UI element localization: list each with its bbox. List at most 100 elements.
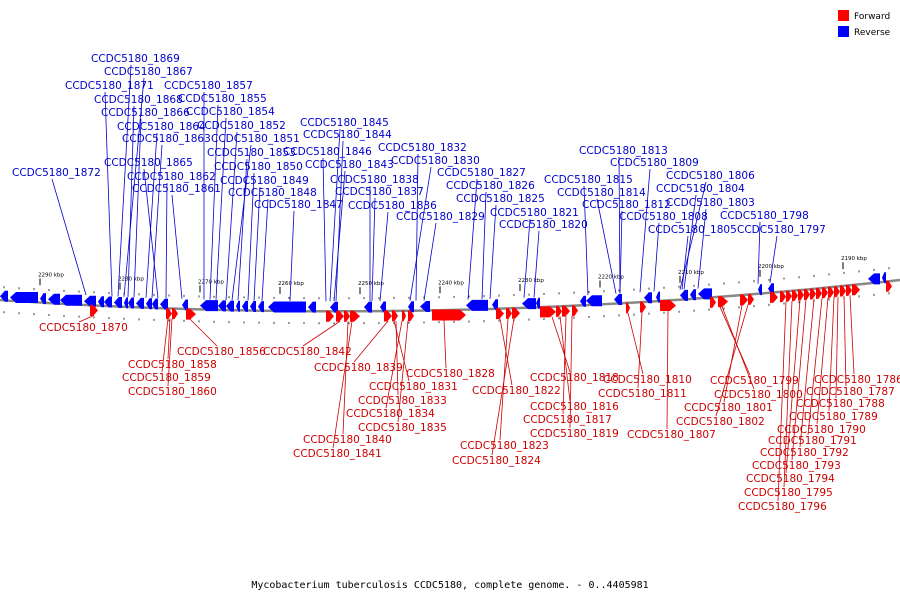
forward-gene-label-leader [828,296,835,412]
forward-gene-label-leader [569,315,573,429]
reverse-gene-label-leader [171,194,183,299]
gene-arrow [840,285,846,297]
reverse-gene-label-leader [51,178,87,296]
gene-arrow [124,297,128,309]
reverse-gene-label: CCDC5180_1866 [101,107,190,119]
forward-gene-label: CCDC5180_1824 [452,455,541,467]
forward-gene-label-leader [843,295,847,387]
forward-gene-label-leader [551,316,571,373]
forward-gene-label: CCDC5180_1828 [406,368,495,380]
gene-arrow [166,307,172,319]
reverse-gene-label-leader [639,168,651,293]
scale-tick-label: 2270 kbp [198,279,224,285]
gene-arrow [258,301,264,313]
forward-gene-label: CCDC5180_1790 [777,424,866,436]
gene-arrow [60,294,82,306]
gene-arrow [218,300,226,312]
reverse-gene-label: CCDC5180_1848 [228,187,317,199]
forward-gene-label: CCDC5180_1793 [752,460,841,472]
forward-gene-label-leader [785,300,801,474]
reverse-gene-label-leader [333,170,346,302]
gene-arrow [384,310,392,322]
gene-arrow [402,310,406,322]
reverse-gene-label-leader [757,221,761,284]
gene-arrow [250,301,256,313]
forward-gene-label: CCDC5180_1823 [460,440,549,452]
reverse-gene-label: CCDC5180_1827 [437,167,526,179]
gene-arrow [882,272,886,284]
gene-arrow [392,310,398,322]
gene-arrow [236,300,240,312]
reverse-gene-label-leader [165,182,168,299]
legend-forward-swatch [838,10,849,21]
gene-arrow [408,310,414,322]
forward-gene-label-leader [161,318,169,373]
gene-arrow [656,291,660,303]
reverse-gene-label-leader [117,64,132,297]
reverse-gene-label-leader [619,210,623,294]
reverse-gene-track [0,272,886,313]
gene-arrow [698,288,712,300]
forward-gene-label-leader [777,301,787,502]
gene-arrow [780,291,786,303]
reverse-gene-label-leader [151,144,163,298]
scale-tick-label: 2250 kbp [358,281,384,287]
gene-arrow [562,305,570,317]
reverse-gene-label-leader [489,204,497,299]
reverse-gene-label-leader [261,198,269,301]
forward-gene-label-leader [835,296,839,399]
gene-arrow [536,297,540,309]
gene-arrow [768,283,774,295]
gene-arrow [614,293,622,305]
forward-gene-label: CCDC5180_1787 [806,386,895,398]
reverse-gene-label: CCDC5180_1864 [117,121,206,133]
reverse-gene-label-leader [769,235,778,283]
gene-arrow [886,280,892,292]
forward-gene-label-leader [723,305,743,403]
scale-tick-label: 2280 kbp [118,276,144,282]
reverse-gene-label-leader [322,157,327,302]
reverse-gene-label: CCDC5180_1820 [499,219,588,231]
forward-gene-label: CCDC5180_1811 [598,388,687,400]
forward-gene-label-leader [783,300,793,488]
gene-arrow [308,301,316,313]
reverse-gene-label: CCDC5180_1826 [446,180,535,192]
reverse-gene-label: CCDC5180_1836 [348,200,437,212]
forward-gene-label-leader [189,318,218,347]
reverse-gene-label-leader [127,105,135,297]
forward-gene-label: CCDC5180_1870 [39,322,128,334]
forward-gene-label-leader [353,320,389,363]
gene-arrow [496,308,504,320]
gene-arrow [816,287,822,299]
scale-tick-label: 2200 kbp [758,264,784,270]
scale-tick-label: 2290 kbp [38,272,64,278]
reverse-gene-label-leader [335,140,344,302]
gene-arrow [10,292,38,304]
forward-gene-label-leader [721,306,755,390]
forward-gene-label: CCDC5180_1859 [122,372,211,384]
gene-arrow [852,284,860,296]
gene-arrow [580,295,586,307]
gene-arrow [506,307,512,319]
legend: Forward Reverse [838,10,891,38]
forward-gene-label: CCDC5180_1810 [603,374,692,386]
gene-arrow [432,309,466,321]
forward-gene-label-leader [849,295,855,375]
reverse-gene-label: CCDC5180_1837 [335,186,424,198]
forward-gene-label: CCDC5180_1860 [128,386,217,398]
gene-arrow [798,289,804,301]
gene-arrow [98,296,104,308]
scale-ruler: 2290 kbp 2280 kbp 2270 kbp 2260 kbp 2250 kbp… [3,256,890,325]
scale-tick-label: 2210 kbp [678,270,704,276]
forward-gene-label: CCDC5180_1799 [710,375,799,387]
forward-gene-label-leader [395,320,399,396]
reverse-gene-label: CCDC5180_1857 [164,80,253,92]
reverse-gene-label-leader [247,172,255,301]
forward-gene-label: CCDC5180_1791 [768,435,857,447]
gene-arrow [326,310,334,322]
forward-gene-label: CCDC5180_1819 [530,428,619,440]
reverse-gene-label-leader [289,210,295,302]
forward-gene-label-leader [342,321,349,435]
gene-arrow [226,300,234,312]
gene-arrow [640,301,646,313]
